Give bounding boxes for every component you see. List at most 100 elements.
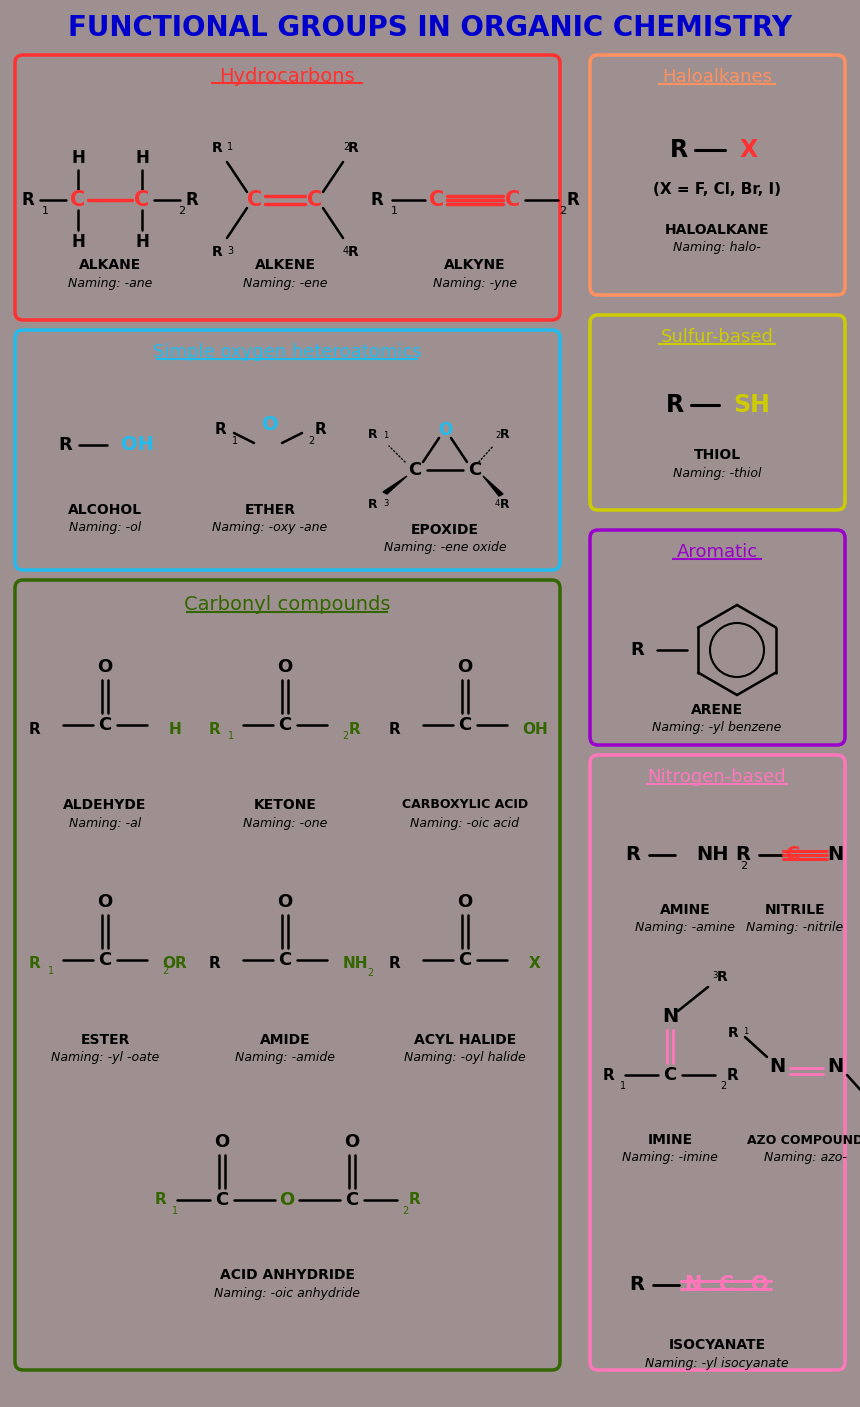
Text: ACID ANHYDRIDE: ACID ANHYDRIDE — [219, 1268, 354, 1282]
Text: O: O — [97, 658, 113, 675]
Text: R: R — [408, 1193, 420, 1207]
Text: OH: OH — [522, 722, 548, 736]
Text: C: C — [307, 190, 322, 210]
Text: R: R — [670, 138, 688, 162]
Text: AMIDE: AMIDE — [260, 1033, 310, 1047]
Text: N: N — [685, 1275, 702, 1294]
Text: 3: 3 — [712, 971, 717, 981]
Text: N: N — [826, 1058, 843, 1076]
Text: 1: 1 — [232, 436, 238, 446]
Text: O: O — [344, 1133, 359, 1151]
Text: CARBOXYLIC ACID: CARBOXYLIC ACID — [402, 799, 528, 812]
Polygon shape — [383, 476, 407, 494]
Text: R: R — [212, 141, 223, 155]
Text: Naming: -ane: Naming: -ane — [68, 277, 152, 290]
Text: ACYL HALIDE: ACYL HALIDE — [414, 1033, 516, 1047]
Text: Naming: halo-: Naming: halo- — [673, 242, 761, 255]
Text: C: C — [786, 846, 800, 864]
Text: 1: 1 — [620, 1081, 626, 1090]
Text: Naming: -ol: Naming: -ol — [69, 522, 141, 535]
Text: N: N — [826, 846, 843, 864]
Text: H: H — [71, 149, 85, 167]
Text: R: R — [728, 1026, 739, 1040]
Text: Hydrocarbons: Hydrocarbons — [219, 68, 355, 86]
Text: C: C — [71, 190, 86, 210]
Text: 4: 4 — [495, 499, 501, 508]
Text: 1: 1 — [48, 967, 54, 976]
Text: R: R — [567, 191, 580, 210]
Text: ARENE: ARENE — [691, 704, 743, 718]
Text: 1: 1 — [42, 205, 49, 217]
Text: R: R — [22, 191, 34, 210]
Text: NH: NH — [342, 957, 368, 971]
Text: 2: 2 — [720, 1081, 726, 1090]
Text: Naming: -nitrile: Naming: -nitrile — [746, 922, 844, 934]
Text: R: R — [625, 846, 641, 864]
Text: Naming: -oxy -ane: Naming: -oxy -ane — [212, 522, 328, 535]
Text: O: O — [97, 893, 113, 910]
Text: Naming: -yl benzene: Naming: -yl benzene — [653, 722, 782, 734]
Text: R: R — [501, 498, 510, 512]
Text: ALKANE: ALKANE — [79, 257, 141, 272]
Text: C: C — [719, 1275, 734, 1294]
Text: R: R — [347, 245, 359, 259]
Text: R: R — [186, 191, 199, 210]
Text: R: R — [58, 436, 72, 454]
Text: 3: 3 — [227, 246, 233, 256]
Text: R: R — [389, 957, 401, 971]
Text: Naming: -imine: Naming: -imine — [622, 1151, 718, 1165]
Text: Sulfur-based: Sulfur-based — [660, 328, 773, 346]
Text: Carbonyl compounds: Carbonyl compounds — [184, 595, 390, 615]
Text: 1: 1 — [228, 732, 234, 741]
Text: C: C — [215, 1190, 229, 1209]
Text: C: C — [279, 951, 292, 969]
Text: C: C — [279, 716, 292, 734]
Text: 2: 2 — [342, 732, 348, 741]
Text: H: H — [169, 722, 181, 736]
Text: Naming: -ene: Naming: -ene — [243, 277, 328, 290]
Text: C: C — [506, 190, 520, 210]
Text: O: O — [278, 658, 292, 675]
Text: 2: 2 — [308, 436, 314, 446]
Text: R: R — [630, 642, 644, 658]
Text: ETHER: ETHER — [244, 502, 296, 516]
Text: R: R — [630, 1276, 644, 1294]
Text: R: R — [368, 429, 378, 442]
Text: Naming: -one: Naming: -one — [243, 816, 327, 830]
Text: R: R — [726, 1068, 738, 1082]
Text: AZO COMPOUND: AZO COMPOUND — [746, 1134, 860, 1147]
Text: R: R — [716, 969, 728, 983]
Text: 2: 2 — [178, 205, 185, 217]
Text: R: R — [314, 422, 326, 438]
Text: O: O — [280, 1190, 295, 1209]
Text: R: R — [602, 1068, 614, 1082]
Text: KETONE: KETONE — [254, 798, 316, 812]
Text: R: R — [29, 957, 41, 971]
Text: H: H — [135, 149, 149, 167]
Text: ALDEHYDE: ALDEHYDE — [64, 798, 147, 812]
Text: Naming: -al: Naming: -al — [69, 816, 141, 830]
Text: Naming: -yne: Naming: -yne — [433, 277, 517, 290]
Text: 1: 1 — [227, 142, 233, 152]
Text: FUNCTIONAL GROUPS IN ORGANIC CHEMISTRY: FUNCTIONAL GROUPS IN ORGANIC CHEMISTRY — [68, 14, 792, 42]
Text: X: X — [529, 957, 541, 971]
Text: (X = F, Cl, Br, I): (X = F, Cl, Br, I) — [653, 183, 781, 197]
Text: C: C — [408, 461, 421, 478]
Text: R: R — [209, 957, 221, 971]
Text: Naming: -thiol: Naming: -thiol — [673, 467, 761, 480]
Text: OR: OR — [163, 957, 187, 971]
Text: R: R — [371, 191, 384, 210]
Text: C: C — [346, 1190, 359, 1209]
Text: R: R — [29, 722, 41, 736]
Polygon shape — [483, 476, 503, 497]
Text: IMINE: IMINE — [648, 1133, 692, 1147]
Text: Naming: -amide: Naming: -amide — [235, 1051, 335, 1065]
Text: NITRILE: NITRILE — [765, 903, 826, 917]
Text: O: O — [438, 421, 452, 439]
Text: C: C — [248, 190, 262, 210]
Text: Haloalkanes: Haloalkanes — [662, 68, 772, 86]
Text: C: C — [429, 190, 445, 210]
Text: EPOXIDE: EPOXIDE — [411, 523, 479, 537]
Text: N: N — [769, 1058, 785, 1076]
Text: ALCOHOL: ALCOHOL — [68, 502, 142, 516]
